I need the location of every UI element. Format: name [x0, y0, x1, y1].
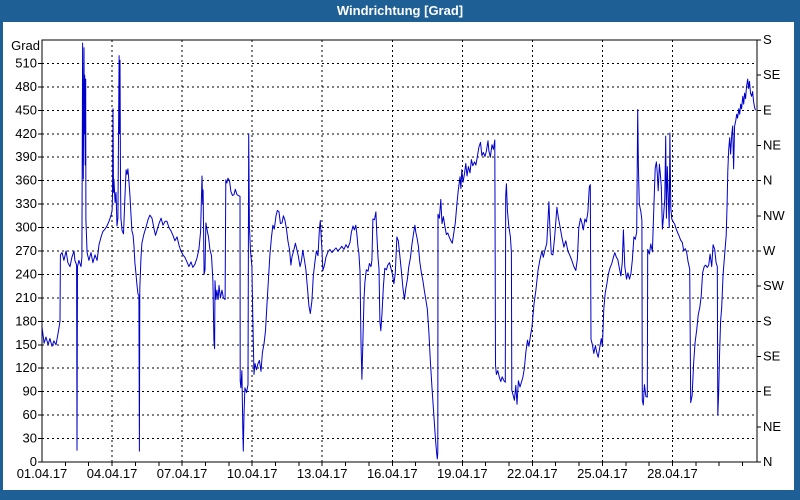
- y-right-compass-label: SE: [763, 67, 781, 82]
- y-left-tick-label: 30: [23, 431, 37, 446]
- y-left-tick-label: 180: [15, 313, 37, 328]
- x-date-label: 16.04.17: [367, 466, 418, 481]
- axis-ticks: [38, 39, 761, 466]
- y-left-tick-label: 60: [23, 407, 37, 422]
- y-right-compass-label: N: [763, 173, 772, 188]
- y-left-tick-label: 480: [15, 79, 37, 94]
- x-date-label: 13.04.17: [297, 466, 348, 481]
- y-left-tick-label: 240: [15, 266, 37, 281]
- wind-direction-chart: 0 30 60 90 120 150 180 210 240 270 300 330 360 390 420…: [11, 32, 785, 481]
- y-left-tick-label: 330: [15, 196, 37, 211]
- y-right-compass-label: N: [763, 454, 772, 469]
- y-right-compass-label: NE: [763, 138, 781, 153]
- y-left-tick-label: 390: [15, 149, 37, 164]
- x-date-label: 10.04.17: [227, 466, 278, 481]
- x-date-label: 07.04.17: [157, 466, 208, 481]
- y-axis-unit-label: Grad: [11, 38, 40, 53]
- y-left-tick-label: 510: [15, 55, 37, 70]
- y-right-compass-label: W: [763, 243, 776, 258]
- wind-direction-series-line: [42, 42, 756, 460]
- y-right-compass-label: S: [763, 32, 772, 47]
- x-date-label: 28.04.17: [647, 466, 698, 481]
- y-left-tick-label: 210: [15, 290, 37, 305]
- axis-labels: 0 30 60 90 120 150 180 210 240 270 300 330 360 390 420…: [11, 32, 785, 481]
- x-date-label: 25.04.17: [577, 466, 628, 481]
- y-left-tick-label: 120: [15, 360, 37, 375]
- x-date-label: 01.04.17: [17, 466, 68, 481]
- y-left-tick-label: 360: [15, 173, 37, 188]
- y-left-tick-label: 420: [15, 126, 37, 141]
- y-right-compass-label: SW: [763, 278, 785, 293]
- y-left-tick-label: 270: [15, 243, 37, 258]
- y-left-tick-label: 450: [15, 102, 37, 117]
- y-right-compass-label: NE: [763, 419, 781, 434]
- chart-container: 0 30 60 90 120 150 180 210 240 270 300 330 360 390 420…: [3, 22, 794, 490]
- x-date-label: 19.04.17: [437, 466, 488, 481]
- window-title-bar: Windrichtung [Grad]: [0, 0, 800, 22]
- y-right-compass-label: S: [763, 313, 772, 328]
- y-right-compass-label: E: [763, 102, 772, 117]
- y-left-tick-label: 300: [15, 220, 37, 235]
- x-date-label: 04.04.17: [87, 466, 138, 481]
- window-title: Windrichtung [Grad]: [336, 3, 464, 18]
- y-right-compass-label: SE: [763, 349, 781, 364]
- y-right-compass-label: E: [763, 384, 772, 399]
- x-date-label: 22.04.17: [507, 466, 558, 481]
- y-left-tick-label: 90: [23, 384, 37, 399]
- y-left-tick-label: 150: [15, 337, 37, 352]
- y-left-tick-label: 0: [30, 454, 37, 469]
- y-right-compass-label: NW: [763, 208, 785, 223]
